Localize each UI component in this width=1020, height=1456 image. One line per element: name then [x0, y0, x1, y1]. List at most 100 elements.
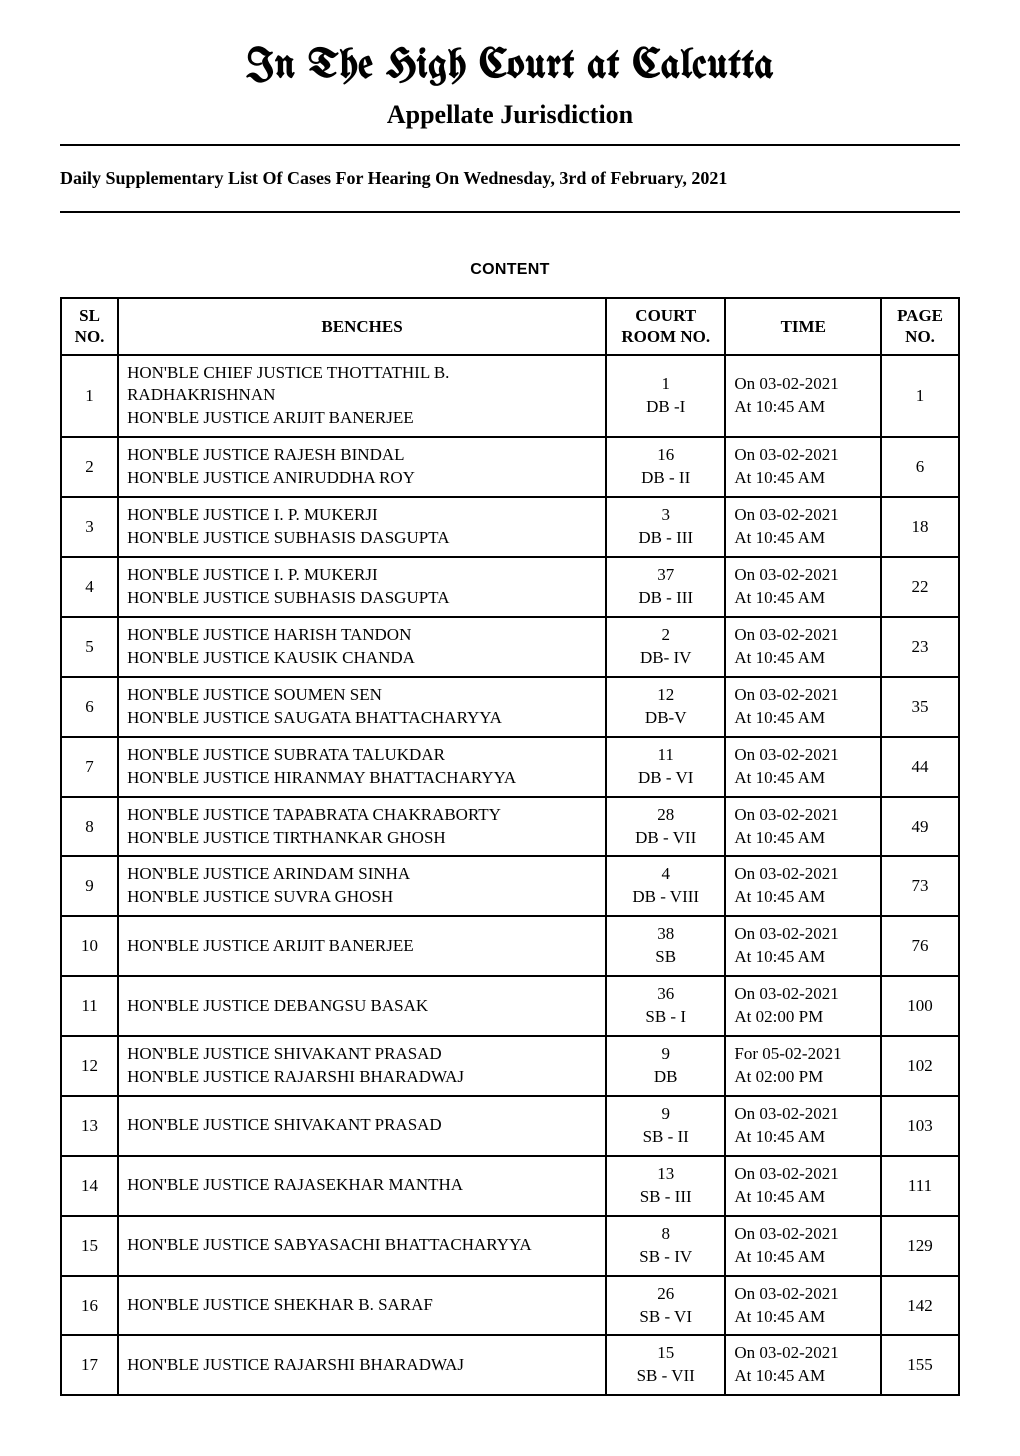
- cell-room: 4DB - VIII: [606, 856, 725, 916]
- cell-time: On 03-02-2021At 10:45 AM: [725, 1156, 881, 1216]
- cell-page: 142: [881, 1276, 959, 1336]
- col-court-line2: ROOM NO.: [621, 327, 710, 346]
- cell-room: 11DB - VI: [606, 737, 725, 797]
- cell-sl: 17: [61, 1335, 118, 1395]
- time-date: On 03-02-2021: [734, 1284, 838, 1303]
- cell-time: On 03-02-2021At 10:45 AM: [725, 737, 881, 797]
- table-row: 5HON'BLE JUSTICE HARISH TANDONHON'BLE JU…: [61, 617, 959, 677]
- cell-sl: 4: [61, 557, 118, 617]
- room-number: 1: [661, 374, 670, 393]
- cell-time: On 03-02-2021 At 10:45 AM: [725, 916, 881, 976]
- cell-sl: 3: [61, 497, 118, 557]
- time-hour: At 10:45 AM: [734, 1366, 825, 1385]
- col-page-no: PAGE NO.: [881, 298, 959, 355]
- cell-room: 9SB - II: [606, 1096, 725, 1156]
- room-number: 38: [657, 924, 674, 943]
- room-number: 13: [657, 1164, 674, 1183]
- room-bench-code: DB - III: [638, 588, 693, 607]
- cell-sl: 11: [61, 976, 118, 1036]
- room-bench-code: DB - VI: [638, 768, 693, 787]
- col-benches: BENCHES: [118, 298, 606, 355]
- table-header-row: SL NO. BENCHES COURT ROOM NO. TIME PAGE …: [61, 298, 959, 355]
- cell-benches: HON'BLE CHIEF JUSTICE THOTTATHIL B. RADH…: [118, 355, 606, 438]
- table-row: 7HON'BLE JUSTICE SUBRATA TALUKDARHON'BLE…: [61, 737, 959, 797]
- time-date: On 03-02-2021: [734, 1343, 838, 1362]
- room-bench-code: SB - IV: [639, 1247, 692, 1266]
- cell-benches: HON'BLE JUSTICE SHIVAKANT PRASAD: [118, 1096, 606, 1156]
- col-page-line2: NO.: [905, 327, 935, 346]
- time-hour: At 02:00 PM: [734, 1067, 823, 1086]
- time-hour: At 10:45 AM: [734, 947, 825, 966]
- room-bench-code: DB: [654, 1067, 678, 1086]
- cell-page: 18: [881, 497, 959, 557]
- cell-room: 37DB - III: [606, 557, 725, 617]
- time-date: On 03-02-2021: [734, 1224, 838, 1243]
- time-hour: At 10:45 AM: [734, 1247, 825, 1266]
- time-date: On 03-02-2021: [734, 505, 838, 524]
- cell-time: On 03-02-2021At 10:45 AM: [725, 677, 881, 737]
- time-date: On 03-02-2021: [734, 685, 838, 704]
- time-date: On 03-02-2021: [734, 625, 838, 644]
- cell-benches: HON'BLE JUSTICE DEBANGSU BASAK: [118, 976, 606, 1036]
- table-head: SL NO. BENCHES COURT ROOM NO. TIME PAGE …: [61, 298, 959, 355]
- table-row: 17HON'BLE JUSTICE RAJARSHI BHARADWAJ15SB…: [61, 1335, 959, 1395]
- cell-benches: HON'BLE JUSTICE RAJARSHI BHARADWAJ: [118, 1335, 606, 1395]
- cell-benches: HON'BLE JUSTICE SUBRATA TALUKDARHON'BLE …: [118, 737, 606, 797]
- cell-benches: HON'BLE JUSTICE SABYASACHI BHATTACHARYYA: [118, 1216, 606, 1276]
- cell-sl: 1: [61, 355, 118, 438]
- time-hour: At 02:00 PM: [734, 1007, 823, 1026]
- time-date: On 03-02-2021: [734, 924, 838, 943]
- cell-room: 3DB - III: [606, 497, 725, 557]
- cell-sl: 5: [61, 617, 118, 677]
- time-hour: At 10:45 AM: [734, 828, 825, 847]
- room-bench-code: SB - VII: [637, 1366, 695, 1385]
- page: In The High Court at Calcutta Appellate …: [0, 0, 1020, 1456]
- table-row: 13HON'BLE JUSTICE SHIVAKANT PRASAD9SB - …: [61, 1096, 959, 1156]
- cell-benches: HON'BLE JUSTICE TAPABRATA CHAKRABORTYHON…: [118, 797, 606, 857]
- cell-sl: 6: [61, 677, 118, 737]
- col-court-line1: COURT: [635, 306, 696, 325]
- time-date: On 03-02-2021: [734, 1164, 838, 1183]
- room-number: 26: [657, 1284, 674, 1303]
- cell-benches: HON'BLE JUSTICE SHEKHAR B. SARAF: [118, 1276, 606, 1336]
- cell-time: On 03-02-2021At 10:45 AM: [725, 557, 881, 617]
- time-hour: At 10:45 AM: [734, 768, 825, 787]
- cell-room: 26SB - VI: [606, 1276, 725, 1336]
- table-row: 4HON'BLE JUSTICE I. P. MUKERJIHON'BLE JU…: [61, 557, 959, 617]
- room-bench-code: DB- IV: [640, 648, 691, 667]
- room-number: 9: [661, 1044, 670, 1063]
- time-hour: At 10:45 AM: [734, 1307, 825, 1326]
- time-hour: At 10:45 AM: [734, 397, 825, 416]
- cell-page: 22: [881, 557, 959, 617]
- room-number: 2: [661, 625, 670, 644]
- room-bench-code: DB - III: [638, 528, 693, 547]
- cell-time: On 03-02-2021At 10:45 AM: [725, 1096, 881, 1156]
- cell-room: 16DB - II: [606, 437, 725, 497]
- time-hour: At 10:45 AM: [734, 648, 825, 667]
- daily-supplementary-line: Daily Supplementary List Of Cases For He…: [60, 168, 960, 189]
- col-sl-line2: NO.: [75, 327, 105, 346]
- table-row: 16HON'BLE JUSTICE SHEKHAR B. SARAF26SB -…: [61, 1276, 959, 1336]
- table-row: 9HON'BLE JUSTICE ARINDAM SINHAHON'BLE JU…: [61, 856, 959, 916]
- cell-room: 15SB - VII: [606, 1335, 725, 1395]
- table-row: 6HON'BLE JUSTICE SOUMEN SENHON'BLE JUSTI…: [61, 677, 959, 737]
- cell-benches: HON'BLE JUSTICE SHIVAKANT PRASADHON'BLE …: [118, 1036, 606, 1096]
- room-bench-code: DB-V: [645, 708, 687, 727]
- cell-page: 49: [881, 797, 959, 857]
- table-row: 3HON'BLE JUSTICE I. P. MUKERJIHON'BLE JU…: [61, 497, 959, 557]
- room-number: 8: [661, 1224, 670, 1243]
- room-number: 36: [657, 984, 674, 1003]
- time-hour: At 10:45 AM: [734, 468, 825, 487]
- cell-sl: 12: [61, 1036, 118, 1096]
- cell-sl: 14: [61, 1156, 118, 1216]
- cell-time: On 03-02-2021At 10:45 AM: [725, 437, 881, 497]
- time-hour: At 10:45 AM: [734, 528, 825, 547]
- cell-page: 102: [881, 1036, 959, 1096]
- room-bench-code: SB - I: [645, 1007, 686, 1026]
- cell-sl: 7: [61, 737, 118, 797]
- room-bench-code: DB - VII: [635, 828, 696, 847]
- cell-sl: 8: [61, 797, 118, 857]
- cell-time: On 03-02-2021 At 10:45 AM: [725, 1335, 881, 1395]
- cell-time: On 03-02-2021At 02:00 PM: [725, 976, 881, 1036]
- table-row: 15HON'BLE JUSTICE SABYASACHI BHATTACHARY…: [61, 1216, 959, 1276]
